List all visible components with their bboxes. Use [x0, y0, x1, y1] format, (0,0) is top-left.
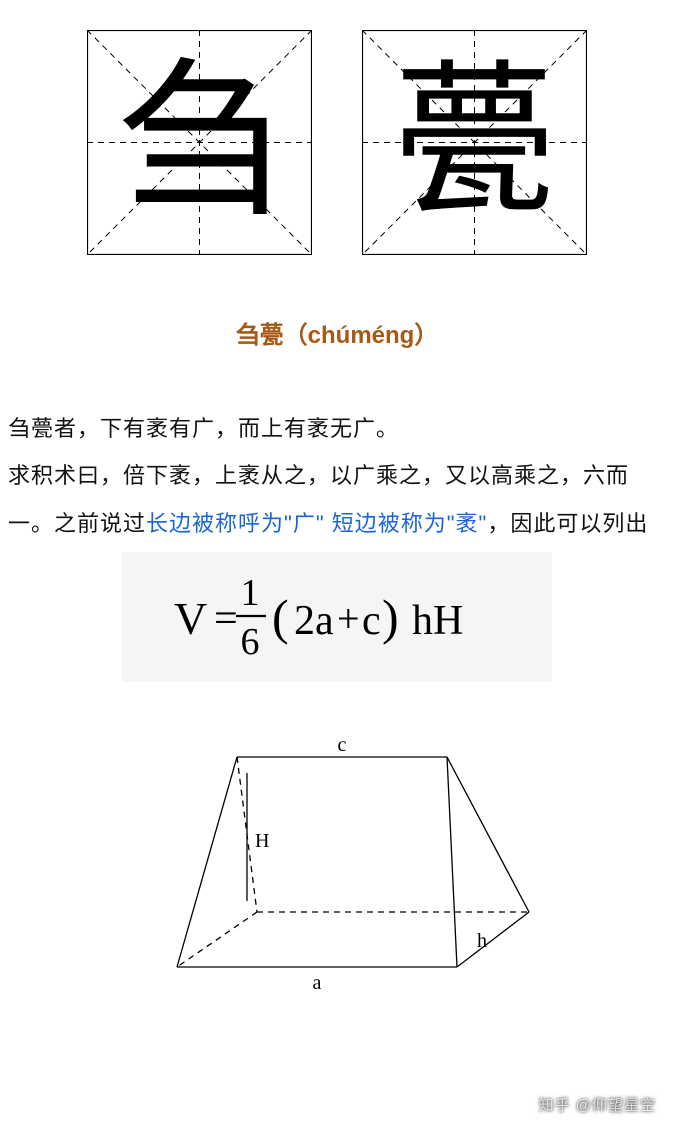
formula-den: 6	[241, 621, 260, 663]
char-box-right: 甍	[362, 30, 587, 255]
p2-highlight-mao: 短边被称为"袤"	[332, 511, 488, 536]
p2-highlight-guang: 长边被称呼为"广"	[146, 511, 332, 536]
label-h: h	[477, 930, 487, 952]
label-c: c	[338, 737, 347, 756]
formula-V: V	[174, 593, 207, 644]
formula-close: )	[382, 589, 399, 645]
formula-plus: +	[337, 596, 360, 641]
wedge-diagram: c H h a	[137, 737, 537, 997]
title-paren-close: ）	[414, 322, 438, 349]
glyph-chu: 刍	[87, 30, 312, 255]
formula-2a: 2a	[294, 598, 334, 644]
glyph-meng: 甍	[362, 30, 587, 255]
title: 刍甍（chúméng）	[8, 315, 666, 350]
watermark: 知乎 @仰望星空	[539, 1094, 656, 1115]
title-paren-open: （	[284, 322, 308, 349]
character-grid-row: 刍 甍	[8, 30, 666, 255]
paragraph-method: 求积术曰，倍下袤，上袤从之，以广乘之，又以高乘之，六而一。之前说过长边被称呼为"…	[8, 452, 666, 547]
formula-container: V = 1 6 ( 2a + c ) hH	[8, 552, 666, 682]
p2-text-b: ，因此可以列出	[487, 511, 648, 536]
title-pinyin: chúméng	[308, 322, 415, 349]
char-box-left: 刍	[87, 30, 312, 255]
formula-num: 1	[241, 572, 260, 614]
formula-c: c	[362, 598, 381, 644]
title-chars: 刍甍	[236, 322, 284, 349]
wedge-diagram-container: c H h a	[8, 737, 666, 997]
paragraph-definition: 刍甍者，下有袤有广，而上有袤无广。	[8, 405, 666, 452]
formula-box: V = 1 6 ( 2a + c ) hH	[122, 552, 552, 682]
formula-hH: hH	[412, 598, 463, 644]
formula-open: (	[272, 589, 289, 645]
formula-eq: =	[214, 596, 238, 642]
label-a: a	[313, 972, 322, 994]
formula-svg: V = 1 6 ( 2a + c ) hH	[122, 552, 552, 682]
label-H: H	[255, 830, 269, 852]
